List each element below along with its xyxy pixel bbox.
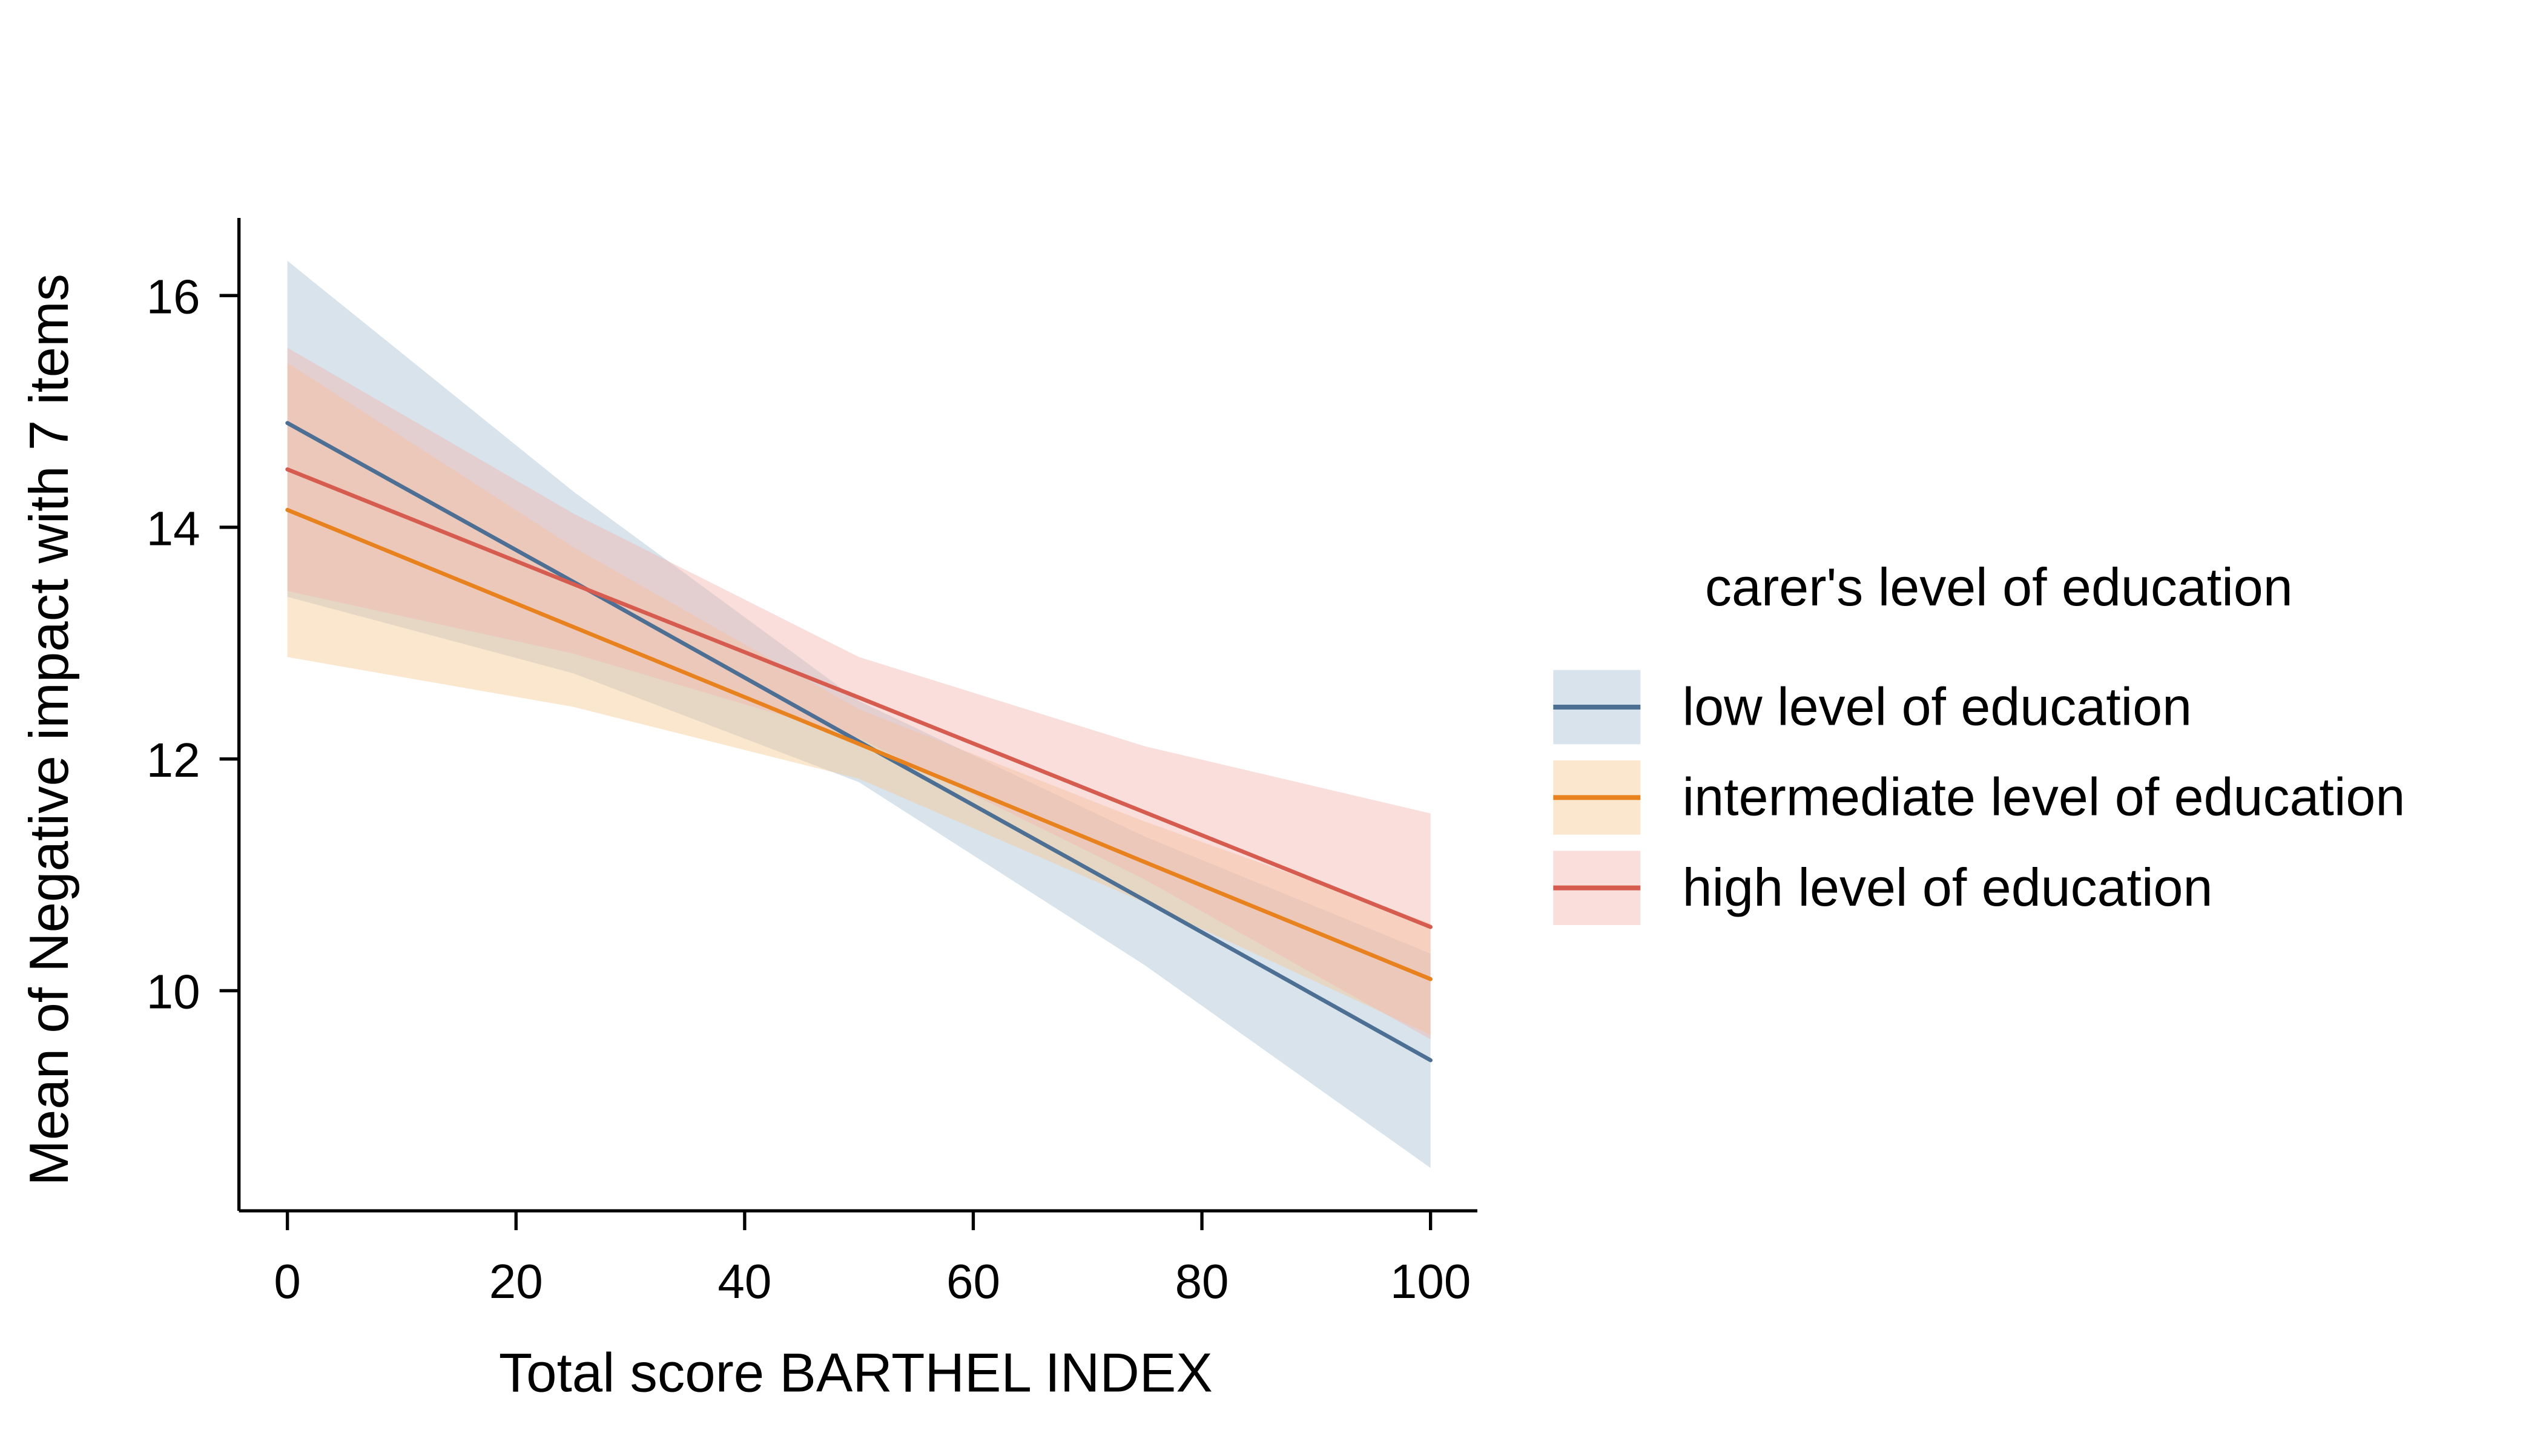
legend-title: carer's level of education <box>1705 557 2293 617</box>
x-tick-label: 100 <box>1390 1254 1471 1308</box>
x-tick-label: 60 <box>946 1254 1000 1308</box>
legend-item: intermediate level of education <box>1553 760 2405 835</box>
axes-layer <box>237 218 1477 1213</box>
y-tick-label: 12 <box>147 733 200 787</box>
legend-item-label: high level of education <box>1683 857 2213 917</box>
x-tick-label: 0 <box>274 1254 301 1308</box>
confidence-band <box>287 363 1431 1035</box>
regression-lines-layer <box>285 421 1433 1062</box>
x-tick-label: 80 <box>1175 1254 1229 1308</box>
legend-item: low level of education <box>1553 670 2192 745</box>
tick-labels-layer: 0 20 40 60 80 100 10 12 14 16 <box>147 270 1471 1308</box>
regression-line <box>285 507 1433 981</box>
x-tick-label: 20 <box>489 1254 543 1308</box>
regression-line <box>285 467 1433 929</box>
x-axis-label: Total score BARTHEL INDEX <box>499 1343 1213 1404</box>
y-tick-label: 16 <box>147 270 200 324</box>
y-tick-label: 10 <box>147 965 200 1019</box>
y-axis-label: Mean of Negative impact with 7 items <box>19 274 80 1186</box>
x-tick-label: 40 <box>717 1254 771 1308</box>
confidence-bands-layer <box>287 260 1431 1168</box>
legend-item-label: low level of education <box>1683 676 2192 736</box>
y-tick-label: 14 <box>147 501 200 555</box>
confidence-band <box>287 260 1431 1168</box>
legend-item-label: intermediate level of education <box>1683 767 2406 827</box>
legend: carer's level of education low level of … <box>1553 557 2405 925</box>
regression-line <box>285 421 1433 1062</box>
confidence-band <box>287 348 1431 1039</box>
legend-item: high level of education <box>1553 851 2212 925</box>
legend-items: low level of education intermediate level… <box>1553 670 2405 925</box>
